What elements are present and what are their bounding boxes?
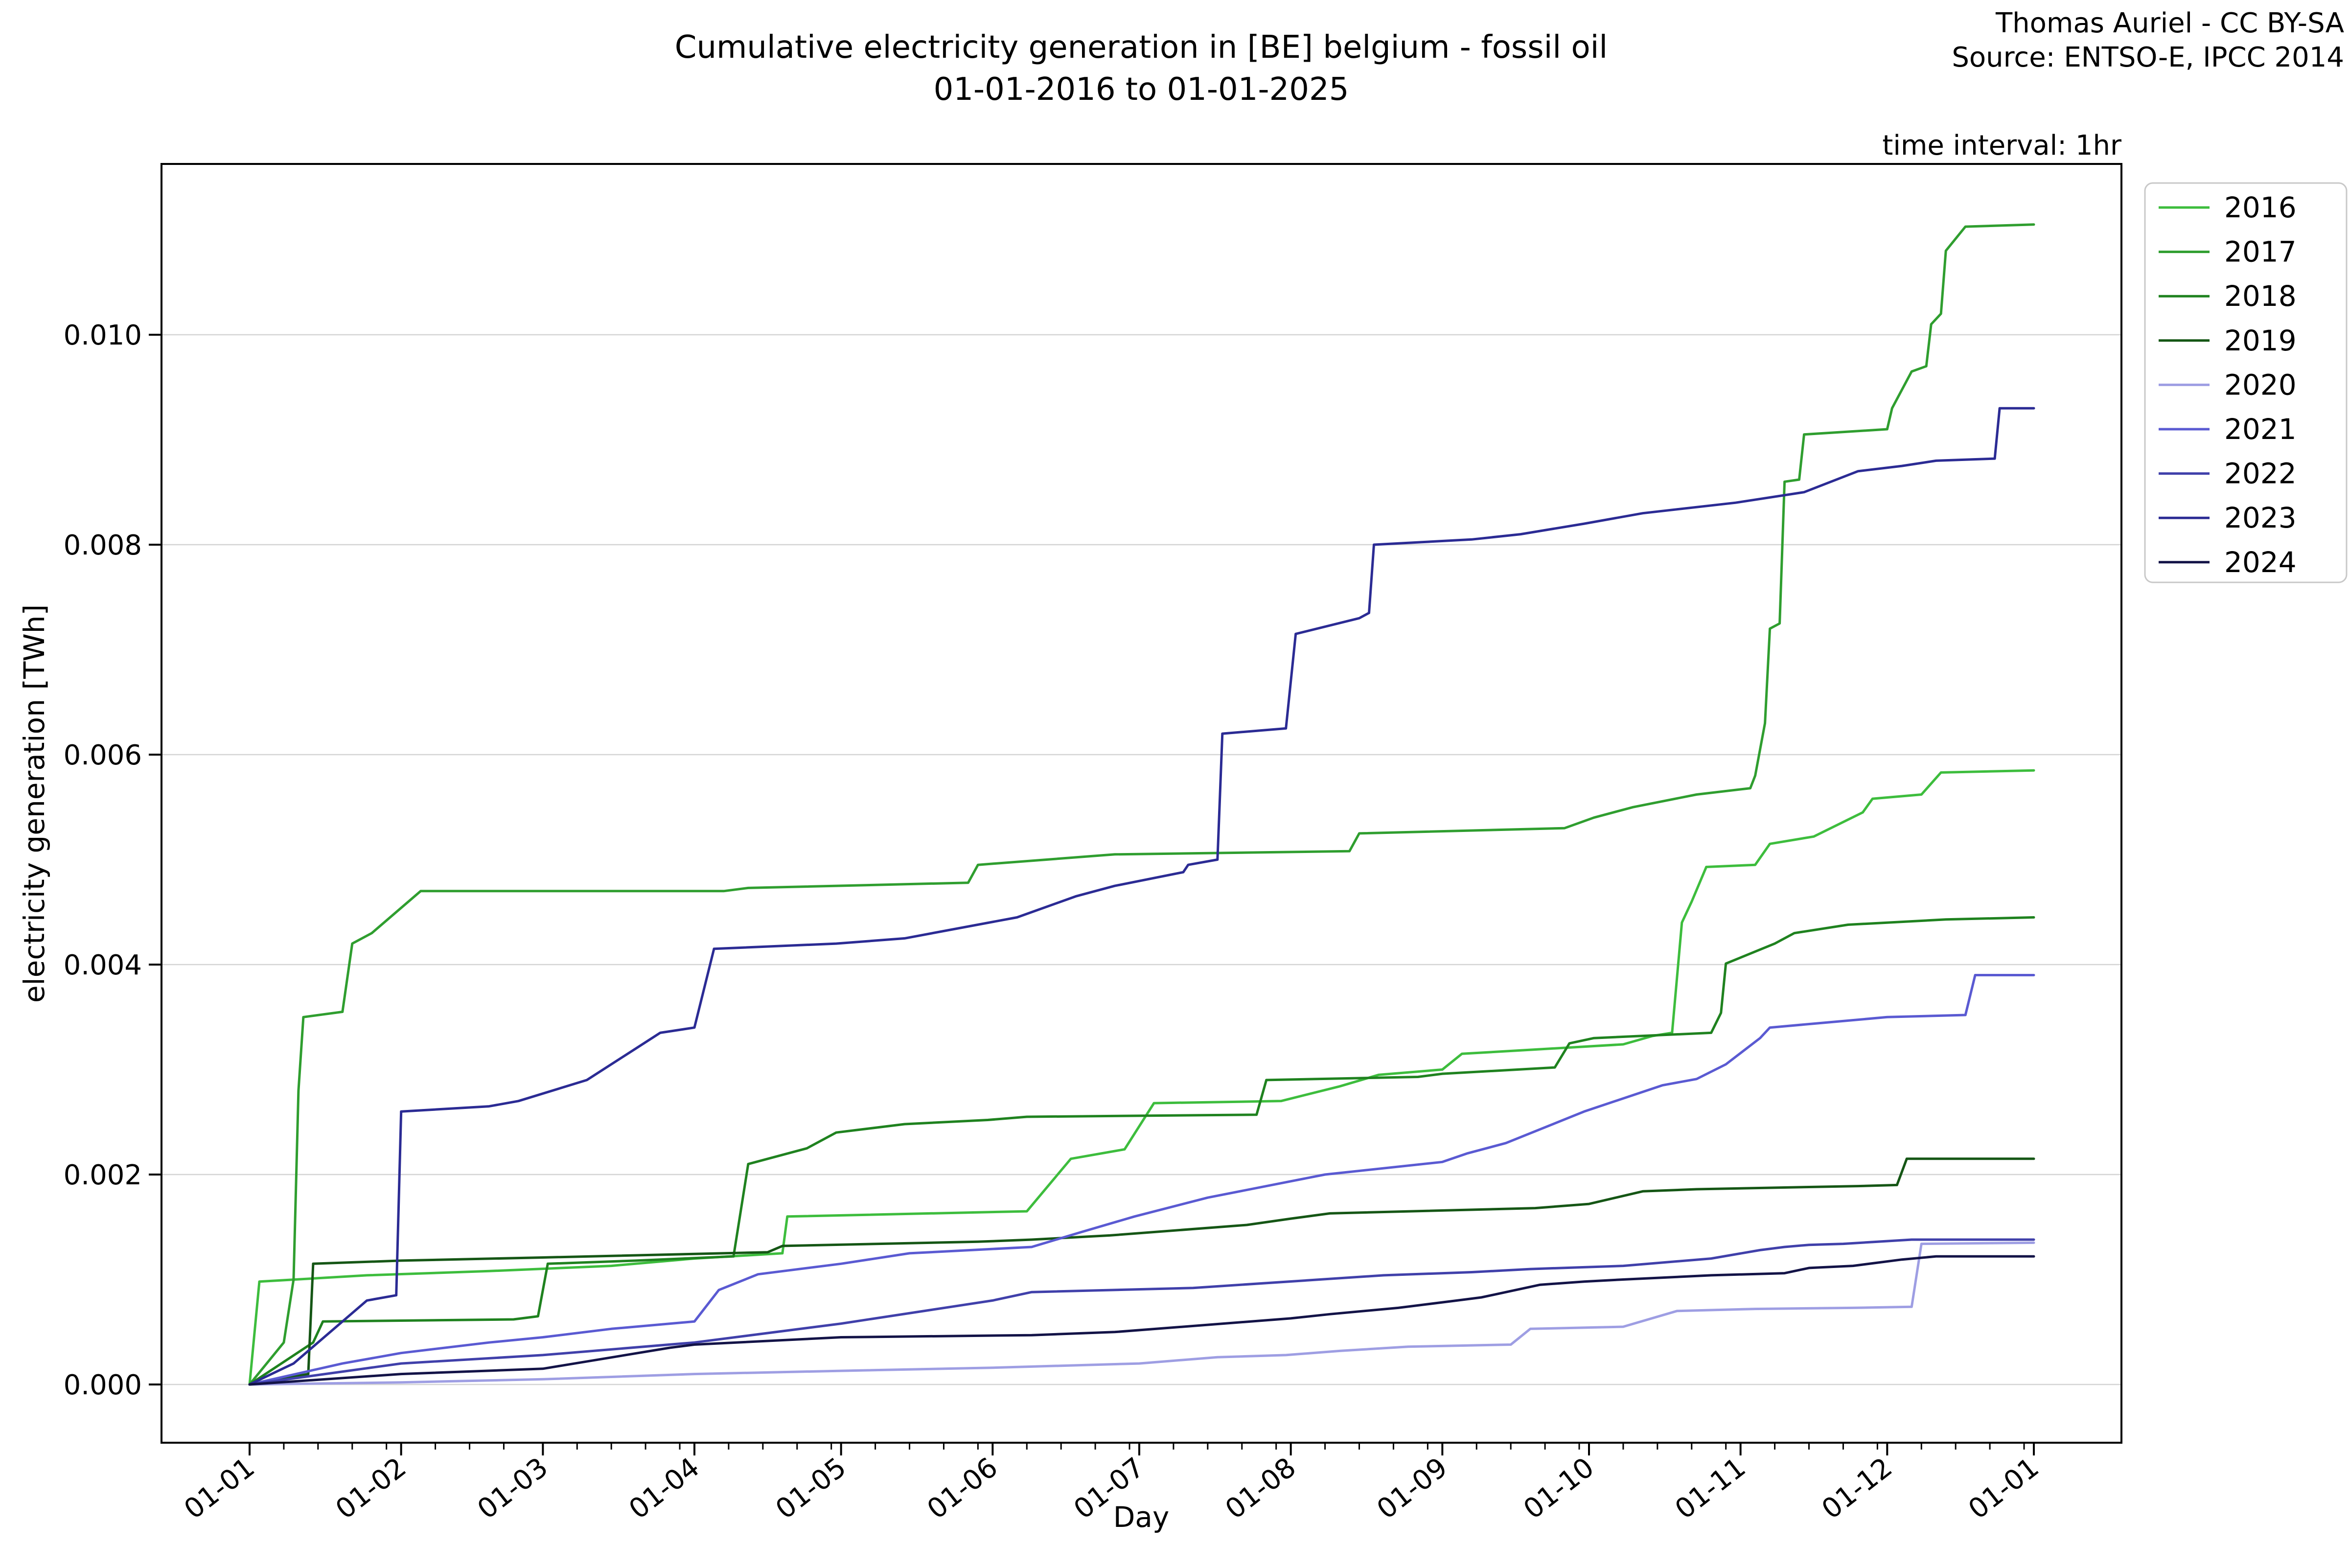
series-line-2021 (248, 974, 2035, 1386)
y-tick-label: 0.010 (64, 320, 142, 351)
y-tick-label: 0.006 (64, 739, 142, 771)
x-tick-label: 01-08 (1220, 1452, 1302, 1525)
x-tick-label: 01-05 (770, 1452, 852, 1525)
legend-label-2020: 2020 (2224, 368, 2297, 401)
series-line-2016 (248, 769, 2035, 1386)
y-tick-label: 0.008 (64, 530, 142, 561)
y-tick-label: 0.004 (64, 949, 142, 981)
legend-label-2017: 2017 (2224, 235, 2297, 269)
y-tick-label: 0.000 (64, 1369, 142, 1401)
series-line-2017 (248, 223, 2035, 1386)
series-line-2018 (248, 916, 2035, 1386)
plot-frame (161, 163, 2122, 1444)
y-tick-label: 0.002 (64, 1159, 142, 1191)
legend-label-2023: 2023 (2224, 501, 2297, 534)
legend-label-2019: 2019 (2224, 324, 2297, 357)
legend-label-2016: 2016 (2224, 191, 2297, 224)
x-tick-label: 01-11 (1669, 1452, 1751, 1525)
x-tick-label: 01-06 (921, 1452, 1004, 1525)
chart-title-line1: Cumulative electricity generation in [BE… (675, 29, 1608, 66)
x-tick-label: 01-01 (1962, 1452, 2045, 1525)
x-tick-label: 01-04 (623, 1452, 705, 1525)
series-line-2024 (248, 1255, 2035, 1386)
x-axis-label: Day (1113, 1500, 1170, 1534)
legend-label-2021: 2021 (2224, 413, 2297, 446)
legend-label-2024: 2024 (2224, 546, 2297, 579)
x-tick-label: 01-09 (1371, 1452, 1453, 1525)
legend-label-2022: 2022 (2224, 457, 2297, 490)
legend-label-2018: 2018 (2224, 279, 2297, 313)
chart-title-line2: 01-01-2016 to 01-01-2025 (934, 71, 1349, 108)
x-tick-label: 01-03 (472, 1452, 554, 1525)
x-tick-label: 01-02 (330, 1452, 412, 1525)
series-line-2023 (248, 407, 2035, 1386)
legend-box (2144, 182, 2348, 583)
y-axis-label: electricity generation [TWh] (18, 604, 51, 1003)
x-tick-label: 01-12 (1816, 1452, 1898, 1525)
plot-area: 01-01 01-02 01-03 01-04 01-05 01-06 01-07 01-08… (64, 163, 2348, 1525)
credit-author: Thomas Auriel - CC BY-SA (1995, 7, 2344, 39)
series-line-2022 (248, 1238, 2035, 1386)
time-interval-note: time interval: 1hr (1882, 130, 2122, 161)
x-tick-label: 01-01 (178, 1452, 260, 1525)
x-tick-label: 01-10 (1518, 1452, 1600, 1525)
credit-source: Source: ENTSO-E, IPCC 2014 (1952, 42, 2344, 73)
series-line-2020 (248, 1241, 2035, 1386)
series-line-2019 (248, 1157, 2035, 1386)
